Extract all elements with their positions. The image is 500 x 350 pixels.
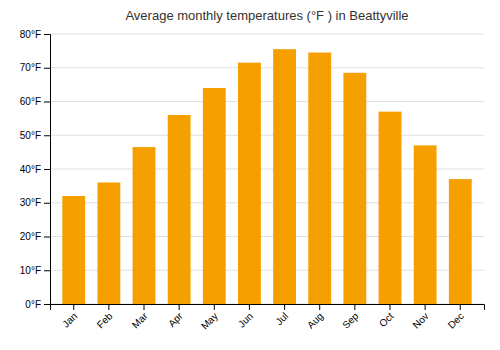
x-tick-label: Jan [60, 310, 79, 329]
y-tick-mark [44, 102, 50, 103]
x-tick-label: May [199, 310, 220, 331]
x-tick: Feb [95, 304, 115, 330]
x-axis: Jan Feb Mar Apr May Jun Jul Aug Sep Oct Nov Dec [51, 304, 485, 332]
y-tick-label: 50°F [20, 130, 41, 141]
x-tick-mark [319, 304, 320, 310]
x-tick: Jun [236, 304, 255, 330]
bar [379, 112, 402, 304]
x-tick: Dec [446, 304, 466, 331]
x-tick-mark [425, 304, 426, 310]
x-tick-mark [73, 304, 74, 310]
x-tick-label: Aug [305, 310, 325, 330]
x-tick-label: Oct [377, 310, 396, 329]
bar [62, 196, 85, 304]
y-tick-label: 20°F [20, 231, 41, 242]
bar [238, 63, 261, 304]
grid-line [50, 34, 484, 35]
x-tick-mark [354, 304, 355, 310]
bar [449, 179, 472, 304]
x-tick-label: Sep [340, 310, 361, 331]
bars [62, 49, 471, 304]
x-axis-line [51, 305, 485, 311]
bar [308, 53, 331, 304]
y-tick-mark [44, 169, 50, 170]
y-tick-mark [44, 34, 50, 35]
chart: 0°F 10°F 20°F 30°F 40°F 50°F 60°F 70°F 80°F Jan Fe… [0, 0, 500, 350]
x-tick-label: Nov [410, 310, 430, 330]
y-tick-mark [44, 135, 50, 136]
y-tick: 30°F [20, 197, 50, 208]
x-tick-mark [108, 304, 109, 310]
y-tick: 80°F [20, 29, 50, 40]
x-tick: Sep [340, 304, 361, 331]
y-tick-label: 10°F [20, 265, 41, 276]
x-tick-label: Dec [446, 310, 466, 330]
x-tick: Jan [60, 304, 79, 330]
y-tick-label: 30°F [20, 197, 41, 208]
y-tick-mark [44, 304, 50, 305]
grid-line [50, 101, 484, 102]
y-tick-mark [44, 270, 50, 271]
y-axis-line [44, 35, 51, 305]
y-tick-label: 0°F [25, 299, 41, 310]
x-tick-mark [460, 304, 461, 310]
x-tick: Oct [377, 304, 396, 329]
x-tick-mark [284, 304, 285, 310]
x-tick-label: Jul [273, 310, 290, 327]
title: Average monthly temperatures (°F ) in Be… [125, 8, 408, 23]
plot: 0°F 10°F 20°F 30°F 40°F 50°F 60°F 70°F 80°F Jan Fe… [20, 29, 485, 332]
x-tick-label: Mar [130, 310, 150, 330]
grid-line [50, 135, 484, 136]
bar [97, 183, 120, 305]
x-tick-label: Apr [166, 310, 185, 329]
x-tick-mark [179, 304, 180, 310]
x-tick: Jul [273, 304, 290, 327]
bar [133, 147, 156, 304]
y-tick: 70°F [20, 62, 50, 73]
y-tick: 10°F [20, 265, 50, 276]
grid [50, 34, 484, 304]
x-tick-mark [214, 304, 215, 310]
x-tick-mark [249, 304, 250, 310]
y-tick-label: 40°F [20, 164, 41, 175]
x-tick-mark [389, 304, 390, 310]
bar [168, 115, 191, 304]
y-tick: 0°F [25, 299, 50, 310]
y-tick-mark [44, 237, 50, 238]
y-tick: 40°F [20, 164, 50, 175]
y-tick: 50°F [20, 130, 50, 141]
y-tick-label: 70°F [20, 62, 41, 73]
x-tick-label: Feb [95, 310, 115, 330]
bar [273, 49, 296, 304]
x-tick-label: Jun [236, 310, 255, 329]
x-tick: Aug [305, 304, 325, 331]
y-tick-label: 60°F [20, 96, 41, 107]
x-tick: Mar [130, 304, 150, 330]
y-tick: 20°F [20, 231, 50, 242]
y-tick-mark [44, 68, 50, 69]
y-tick-mark [44, 203, 50, 204]
y-axis: 0°F 10°F 20°F 30°F 40°F 50°F 60°F 70°F 80°F [20, 29, 51, 310]
bar [203, 88, 226, 304]
y-tick: 60°F [20, 96, 50, 107]
x-tick: May [199, 304, 220, 332]
bar [343, 73, 366, 304]
y-tick-label: 80°F [20, 29, 41, 40]
x-tick: Nov [410, 304, 430, 331]
x-tick-mark [144, 304, 145, 310]
bar [414, 145, 437, 304]
grid-line [50, 67, 484, 68]
x-tick: Apr [166, 304, 185, 329]
